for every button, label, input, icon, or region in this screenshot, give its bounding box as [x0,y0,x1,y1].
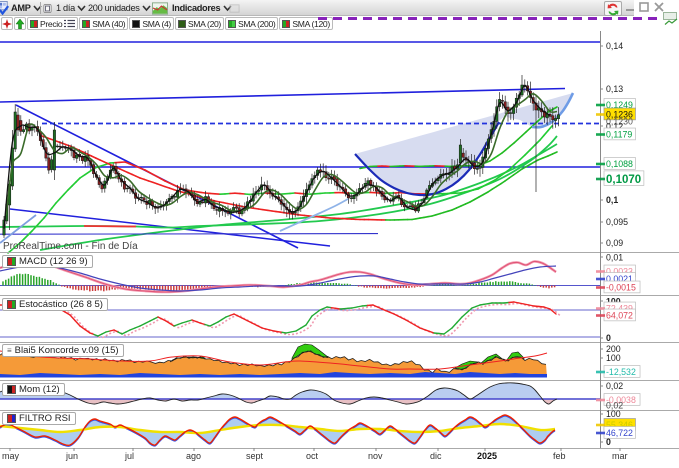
svg-text:oct: oct [306,451,319,461]
svg-text:0,12: 0,12 [606,122,623,132]
svg-text:0,14: 0,14 [606,41,623,51]
svg-text:0,0033: 0,0033 [606,267,633,277]
svg-text:0: 0 [606,333,611,343]
svg-text:dic: dic [430,451,442,461]
svg-text:55,346: 55,346 [606,420,633,430]
svg-text:0,02: 0,02 [606,401,623,411]
svg-text:2025: 2025 [477,451,497,461]
svg-text:0,1179: 0,1179 [606,130,632,140]
svg-text:0,1230: 0,1230 [606,117,633,127]
svg-text:nov: nov [368,451,383,461]
svg-text:200: 200 [606,344,621,354]
svg-text:0,095: 0,095 [606,217,628,227]
svg-text:0,0021: 0,0021 [606,274,633,284]
svg-text:sept: sept [246,451,264,461]
svg-text:0,09: 0,09 [606,238,623,248]
svg-text:jul: jul [124,451,134,461]
svg-text:100: 100 [606,297,621,307]
svg-text:-0,0038: -0,0038 [606,395,636,405]
svg-text:may: may [2,451,20,461]
svg-text:0,1: 0,1 [606,195,618,205]
svg-text:0,1070: 0,1070 [606,174,641,186]
svg-text:64,072: 64,072 [606,311,633,321]
svg-text:0,1249: 0,1249 [606,100,633,110]
svg-text:jun: jun [65,451,78,461]
svg-text:-12,532: -12,532 [606,367,636,377]
svg-text:100: 100 [606,353,621,363]
svg-text:0,13: 0,13 [606,84,623,94]
svg-text:ProRealTime.com - Fin de Día: ProRealTime.com - Fin de Día [3,241,138,252]
svg-text:100: 100 [606,409,621,419]
svg-text:mar: mar [612,451,628,461]
svg-text:0,01: 0,01 [606,253,623,263]
svg-text:-0,0015: -0,0015 [606,283,636,293]
svg-text:0,02: 0,02 [606,381,623,391]
svg-text:ago: ago [186,451,201,461]
svg-text:0,1088: 0,1088 [606,159,633,169]
svg-text:feb: feb [553,451,566,461]
svg-text:0: 0 [606,437,611,447]
svg-text:46,722: 46,722 [606,428,633,438]
svg-text:0,1236: 0,1236 [606,110,633,120]
svg-text:72,439: 72,439 [606,304,633,314]
